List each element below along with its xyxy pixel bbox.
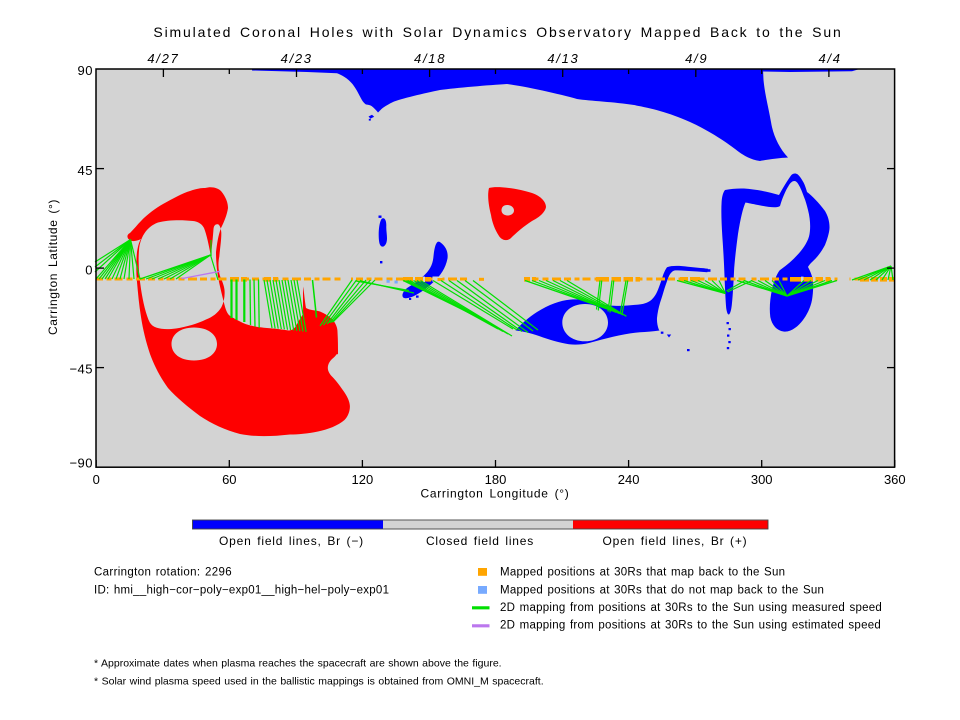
svg-text:Carrington Longitude (°): Carrington Longitude (°) — [420, 487, 569, 501]
svg-text:−90: −90 — [69, 456, 93, 471]
svg-text:Closed field lines: Closed field lines — [426, 534, 534, 548]
svg-text:45: 45 — [78, 163, 93, 178]
svg-text:2D mapping from positions at 3: 2D mapping from positions at 30Rs to the… — [500, 602, 882, 614]
svg-text:4/27: 4/27 — [147, 51, 179, 66]
svg-text:* Approximate dates when plasm: * Approximate dates when plasma reaches … — [94, 658, 502, 670]
svg-text:Carrington Latitude (°): Carrington Latitude (°) — [46, 199, 60, 335]
svg-text:4/9: 4/9 — [685, 51, 708, 66]
svg-text:0: 0 — [93, 472, 100, 487]
svg-text:0: 0 — [85, 263, 93, 278]
svg-text:300: 300 — [751, 472, 773, 487]
svg-text:240: 240 — [618, 472, 640, 487]
svg-text:Simulated Coronal Holes with S: Simulated Coronal Holes with Solar Dynam… — [153, 24, 842, 40]
svg-text:−45: −45 — [69, 362, 93, 377]
svg-text:Open field lines, Br (−): Open field lines, Br (−) — [219, 534, 364, 548]
svg-text:ID: hmi__high−cor−poly−exp01__: ID: hmi__high−cor−poly−exp01__high−hel−p… — [94, 585, 389, 597]
svg-text:90: 90 — [78, 63, 93, 78]
svg-text:4/23: 4/23 — [281, 51, 313, 66]
svg-text:Open field lines, Br (+): Open field lines, Br (+) — [603, 534, 748, 548]
svg-text:4/18: 4/18 — [414, 51, 446, 66]
svg-text:Mapped positions at 30Rs that: Mapped positions at 30Rs that map back t… — [500, 566, 785, 578]
svg-text:4/4: 4/4 — [819, 51, 842, 66]
svg-text:360: 360 — [884, 472, 906, 487]
svg-text:180: 180 — [485, 472, 507, 487]
svg-text:Carrington rotation: 2296: Carrington rotation: 2296 — [94, 567, 232, 579]
svg-text:* Solar wind plasma speed used: * Solar wind plasma speed used in the ba… — [94, 676, 544, 688]
svg-text:4/13: 4/13 — [547, 51, 579, 66]
svg-text:60: 60 — [222, 472, 236, 487]
svg-text:2D mapping from positions at 3: 2D mapping from positions at 30Rs to the… — [500, 620, 881, 632]
svg-text:120: 120 — [352, 472, 374, 487]
svg-text:Mapped positions at 30Rs that: Mapped positions at 30Rs that do not map… — [500, 584, 824, 596]
